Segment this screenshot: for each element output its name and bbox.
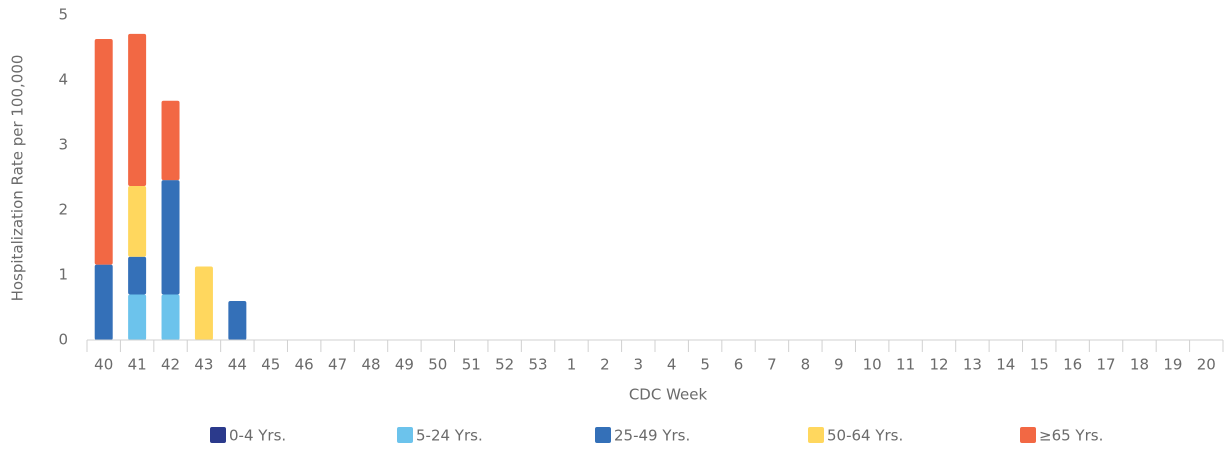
x-tick-label: 41 — [128, 356, 147, 374]
bar-segment — [94, 264, 113, 340]
x-tick-label: 5 — [700, 356, 710, 374]
legend-swatch — [397, 427, 413, 443]
x-tick-label: 13 — [963, 356, 982, 374]
y-axis-label: Hospitalization Rate per 100,000 — [9, 55, 27, 302]
x-tick-label: 9 — [834, 356, 844, 374]
y-tick-label: 2 — [58, 201, 68, 219]
y-tick-label: 1 — [58, 266, 68, 284]
x-tick-label: 19 — [1163, 356, 1182, 374]
x-tick-label: 20 — [1197, 356, 1216, 374]
legend-swatch — [595, 427, 611, 443]
legend-swatch — [1020, 427, 1036, 443]
legend-label: 25-49 Yrs. — [614, 427, 690, 445]
legend-swatch — [210, 427, 226, 443]
bar-segment — [128, 33, 147, 186]
x-tick-label: 46 — [295, 356, 314, 374]
y-tick-label: 0 — [58, 331, 68, 349]
x-tick-label: 40 — [94, 356, 113, 374]
x-tick-label: 18 — [1130, 356, 1149, 374]
x-tick-label: 42 — [161, 356, 180, 374]
x-tick-label: 44 — [228, 356, 247, 374]
x-tick-label: 12 — [929, 356, 948, 374]
x-tick-label: 3 — [634, 356, 644, 374]
x-tick-label: 6 — [734, 356, 744, 374]
legend-label: 50-64 Yrs. — [827, 427, 903, 445]
x-tick-label: 43 — [194, 356, 213, 374]
bar-segment — [128, 256, 147, 295]
legend-label: 5-24 Yrs. — [416, 427, 483, 445]
bar-segment — [128, 294, 147, 340]
x-tick-label: 7 — [767, 356, 777, 374]
bar-segment — [128, 185, 147, 257]
y-tick-label: 4 — [58, 71, 68, 89]
bar-segment — [161, 294, 180, 340]
y-tick-label: 3 — [58, 136, 68, 154]
x-tick-label: 4 — [667, 356, 677, 374]
legend-label: ≥65 Yrs. — [1039, 427, 1103, 445]
x-tick-label: 48 — [361, 356, 380, 374]
x-axis-label: CDC Week — [629, 386, 708, 404]
x-tick-label: 1 — [567, 356, 577, 374]
x-tick-label: 14 — [996, 356, 1015, 374]
legend-swatch — [808, 427, 824, 443]
x-tick-label: 10 — [863, 356, 882, 374]
x-tick-label: 11 — [896, 356, 915, 374]
x-tick-label: 53 — [529, 356, 548, 374]
x-tick-label: 52 — [495, 356, 514, 374]
x-tick-label: 51 — [462, 356, 481, 374]
x-tick-label: 47 — [328, 356, 347, 374]
bar-segment — [94, 39, 113, 265]
y-tick-label: 5 — [58, 6, 68, 24]
x-tick-label: 8 — [801, 356, 811, 374]
x-tick-label: 2 — [600, 356, 610, 374]
x-tick-label: 49 — [395, 356, 414, 374]
bar-segment — [194, 266, 213, 340]
x-tick-label: 16 — [1063, 356, 1082, 374]
x-tick-label: 17 — [1097, 356, 1116, 374]
bar-segment — [161, 180, 180, 295]
legend-label: 0-4 Yrs. — [229, 427, 286, 445]
x-tick-label: 45 — [261, 356, 280, 374]
x-tick-label: 15 — [1030, 356, 1049, 374]
x-tick-label: 50 — [428, 356, 447, 374]
bar-segment — [161, 100, 180, 181]
bar-segment — [228, 301, 247, 340]
